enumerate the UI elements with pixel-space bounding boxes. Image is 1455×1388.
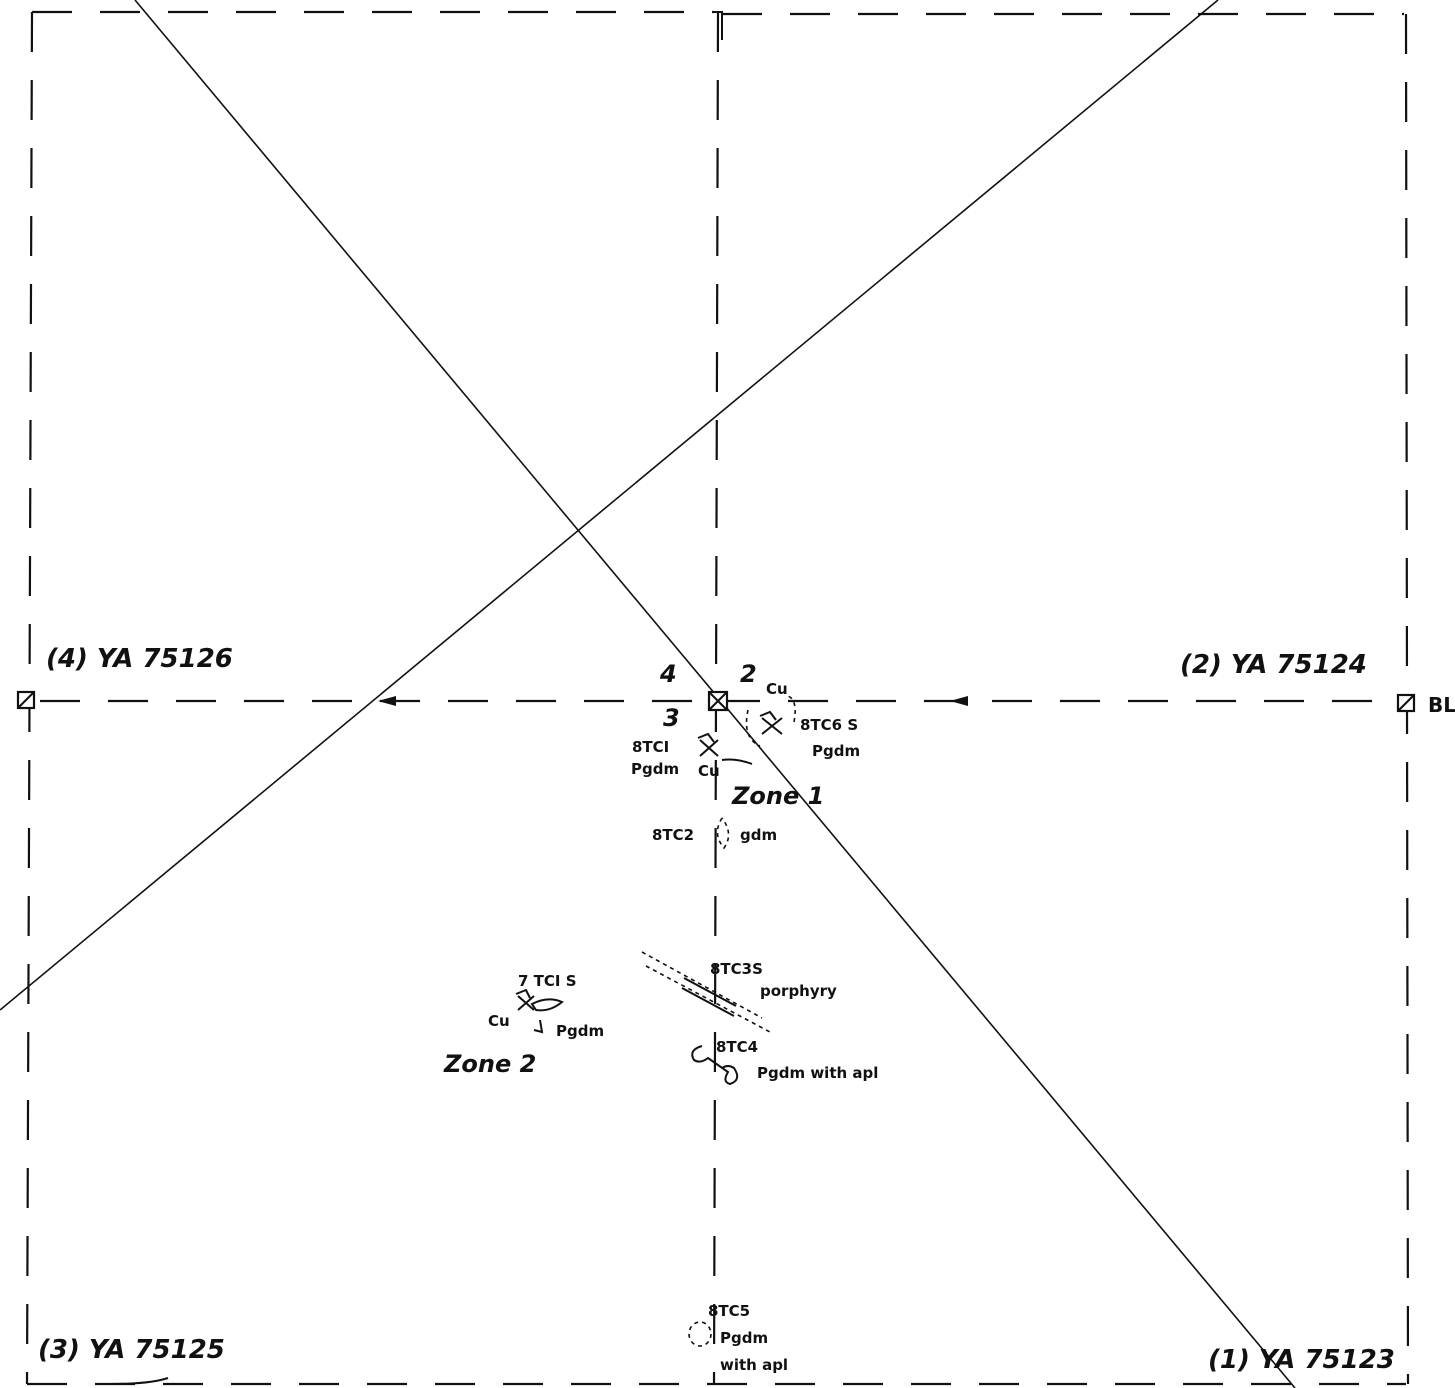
sample-code: 8TC2 <box>652 826 694 844</box>
arrow-west-icon <box>378 696 396 706</box>
post-number-2: 2 <box>740 660 757 688</box>
rock-label: Pgdm <box>720 1329 768 1347</box>
outcrop-outline <box>691 1045 739 1086</box>
sample-code: 8TC4 <box>716 1038 758 1056</box>
sample-7tc1s: 7 TCI S Cu Pgdm <box>488 972 604 1040</box>
outcrop-outline <box>688 1321 712 1347</box>
outcrop-outline <box>721 758 753 765</box>
claim-posts <box>16 690 1416 713</box>
post-east-icon <box>1396 693 1416 713</box>
post-centre-icon <box>707 690 729 712</box>
claim-label-se: (1) YA 75123 <box>1208 1345 1395 1375</box>
rock-label: porphyry <box>760 982 837 1000</box>
rock-label-continued: with apl <box>720 1356 788 1374</box>
mine-symbol-icon <box>515 988 535 1011</box>
direction-arrows <box>378 696 968 706</box>
mineral-label: Cu <box>766 680 788 698</box>
mineral-label: Cu <box>698 762 720 780</box>
arrow-east-icon <box>950 696 968 706</box>
sample-8tc3s: 8TC3S porphyry <box>641 951 837 1033</box>
baseline-label: BL <box>1428 693 1455 717</box>
mine-symbol-icon <box>759 710 783 735</box>
sample-code: 8TC5 <box>708 1302 750 1320</box>
diagonal-lines <box>0 0 1296 1388</box>
rock-label: gdm <box>740 826 777 844</box>
zone-2-label: Zone 2 <box>443 1050 536 1078</box>
mineral-label: Cu <box>488 1012 510 1030</box>
claim-label-ne: (2) YA 75124 <box>1180 650 1367 680</box>
sample-8tc5: 8TC5 Pgdm with apl <box>688 1302 788 1374</box>
outcrop-outline <box>745 695 796 747</box>
sample-8tc6: Cu 8TC6 S Pgdm <box>745 680 860 760</box>
boundary-top-bend <box>714 11 723 40</box>
sample-8tc2: 8TC2 gdm <box>652 817 777 850</box>
dyke-core <box>681 987 735 1017</box>
sample-8tc1: 8TCI Pgdm Cu <box>631 732 753 780</box>
post-number-3: 3 <box>663 704 680 732</box>
outcrop-outline <box>530 998 564 1034</box>
sample-code: 8TC6 S <box>800 716 858 734</box>
sample-code: 7 TCI S <box>518 972 577 990</box>
boundary-sw-mark <box>109 1377 169 1385</box>
mine-symbol-icon <box>697 732 719 757</box>
sample-code: 8TC3S <box>710 960 763 978</box>
rock-label: Pgdm <box>812 742 860 760</box>
diagonal-ne-sw <box>0 0 1219 1011</box>
rock-label: Pgdm with apl <box>757 1064 878 1082</box>
zone-1-label: Zone 1 <box>731 782 824 810</box>
rock-label: Pgdm <box>631 760 679 778</box>
claim-label-nw: (4) YA 75126 <box>46 644 233 674</box>
dyke-core <box>683 977 737 1007</box>
post-number-4: 4 <box>659 660 677 688</box>
dyke-edge-dashed <box>641 951 763 1019</box>
sample-code: 8TCI <box>632 738 669 756</box>
rock-label: Pgdm <box>556 1022 604 1040</box>
outcrop-outline <box>716 817 730 850</box>
sample-8tc4: 8TC4 Pgdm with apl <box>691 1038 878 1086</box>
post-west-icon <box>16 690 36 710</box>
claim-label-sw: (3) YA 75125 <box>38 1335 225 1365</box>
